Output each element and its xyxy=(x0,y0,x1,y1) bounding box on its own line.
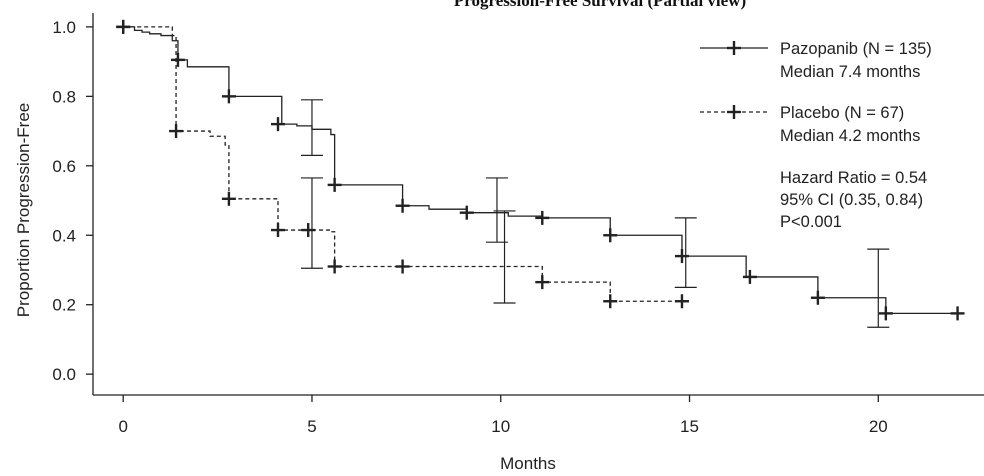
ci-bar-3 xyxy=(493,210,516,304)
censor-mark-placebo-5 xyxy=(327,259,342,274)
ci-bar-4 xyxy=(674,217,697,288)
censor-mark-pazopanib-1 xyxy=(170,52,185,67)
x-tick-label-3: 15 xyxy=(680,417,699,436)
plot-area xyxy=(116,19,965,328)
censor-mark-placebo-8 xyxy=(603,294,618,309)
censor-mark-pazopanib-12 xyxy=(878,306,893,321)
censor-mark-pazopanib-9 xyxy=(674,249,689,264)
censor-mark-pazopanib-5 xyxy=(395,198,410,213)
censor-mark-pazopanib-3 xyxy=(270,117,285,132)
series-line-pazopanib xyxy=(123,26,958,315)
annotation-ci: 95% CI (0.35, 0.84) xyxy=(780,191,923,209)
censor-mark-pazopanib-6 xyxy=(459,205,474,220)
censor-mark-placebo-3 xyxy=(270,223,285,238)
series-line-placebo xyxy=(123,26,682,302)
censor-mark-pazopanib-7 xyxy=(535,210,550,225)
y-axis-label: Proportion Progression-Free xyxy=(14,103,33,317)
legend-label-pazopanib: Pazopanib (N = 135) xyxy=(780,40,932,58)
censor-mark-placebo-2 xyxy=(221,191,236,206)
y-tick-label-3: 0.6 xyxy=(52,157,76,176)
legend-median-placebo: Median 4.2 months xyxy=(780,127,920,145)
x-tick-label-4: 20 xyxy=(869,417,888,436)
y-tick-label-5: 1.0 xyxy=(52,18,76,37)
censor-mark-placebo-4 xyxy=(301,223,316,238)
x-tick-label-2: 10 xyxy=(491,417,510,436)
annotation-hazard-ratio: Hazard Ratio = 0.54 xyxy=(780,169,927,187)
legend-censor-pazopanib xyxy=(727,41,741,55)
x-axis-label: Months xyxy=(500,454,556,473)
legend: Pazopanib (N = 135) Median 7.4 months Pl… xyxy=(700,40,932,231)
censor-mark-pazopanib-2 xyxy=(221,89,236,104)
censor-mark-placebo-1 xyxy=(169,124,184,139)
legend-median-pazopanib: Median 7.4 months xyxy=(780,63,920,81)
censor-mark-pazopanib-10 xyxy=(742,269,757,284)
legend-censor-placebo xyxy=(727,105,741,119)
censor-mark-pazopanib-11 xyxy=(810,290,825,305)
censor-mark-pazopanib-8 xyxy=(603,228,618,243)
chart-title: Progression-Free Survival (Partial view) xyxy=(454,0,746,10)
y-tick-label-1: 0.2 xyxy=(52,296,76,315)
ci-bar-0 xyxy=(300,99,323,156)
legend-label-placebo: Placebo (N = 67) xyxy=(780,104,904,122)
y-tick-label-0: 0.0 xyxy=(52,365,76,384)
censor-mark-pazopanib-4 xyxy=(327,177,342,192)
censor-mark-placebo-7 xyxy=(535,275,550,290)
axes xyxy=(92,13,984,396)
ci-bar-5 xyxy=(867,248,890,328)
y-tick-label-4: 0.8 xyxy=(52,87,76,106)
x-tick-label-0: 0 xyxy=(118,417,127,436)
censor-mark-pazopanib-13 xyxy=(950,306,965,321)
censor-mark-placebo-6 xyxy=(395,259,410,274)
x-tick-label-1: 5 xyxy=(307,417,316,436)
ticks: 0 5 10 15 20 0.0 0.2 0.4 0.6 0.8 1.0 xyxy=(52,18,887,436)
annotation-p-value: P<0.001 xyxy=(780,213,842,231)
ci-bar-1 xyxy=(300,177,323,269)
censor-mark-placebo-0 xyxy=(116,19,131,34)
y-tick-label-2: 0.4 xyxy=(52,226,76,245)
censor-mark-placebo-9 xyxy=(674,294,689,309)
